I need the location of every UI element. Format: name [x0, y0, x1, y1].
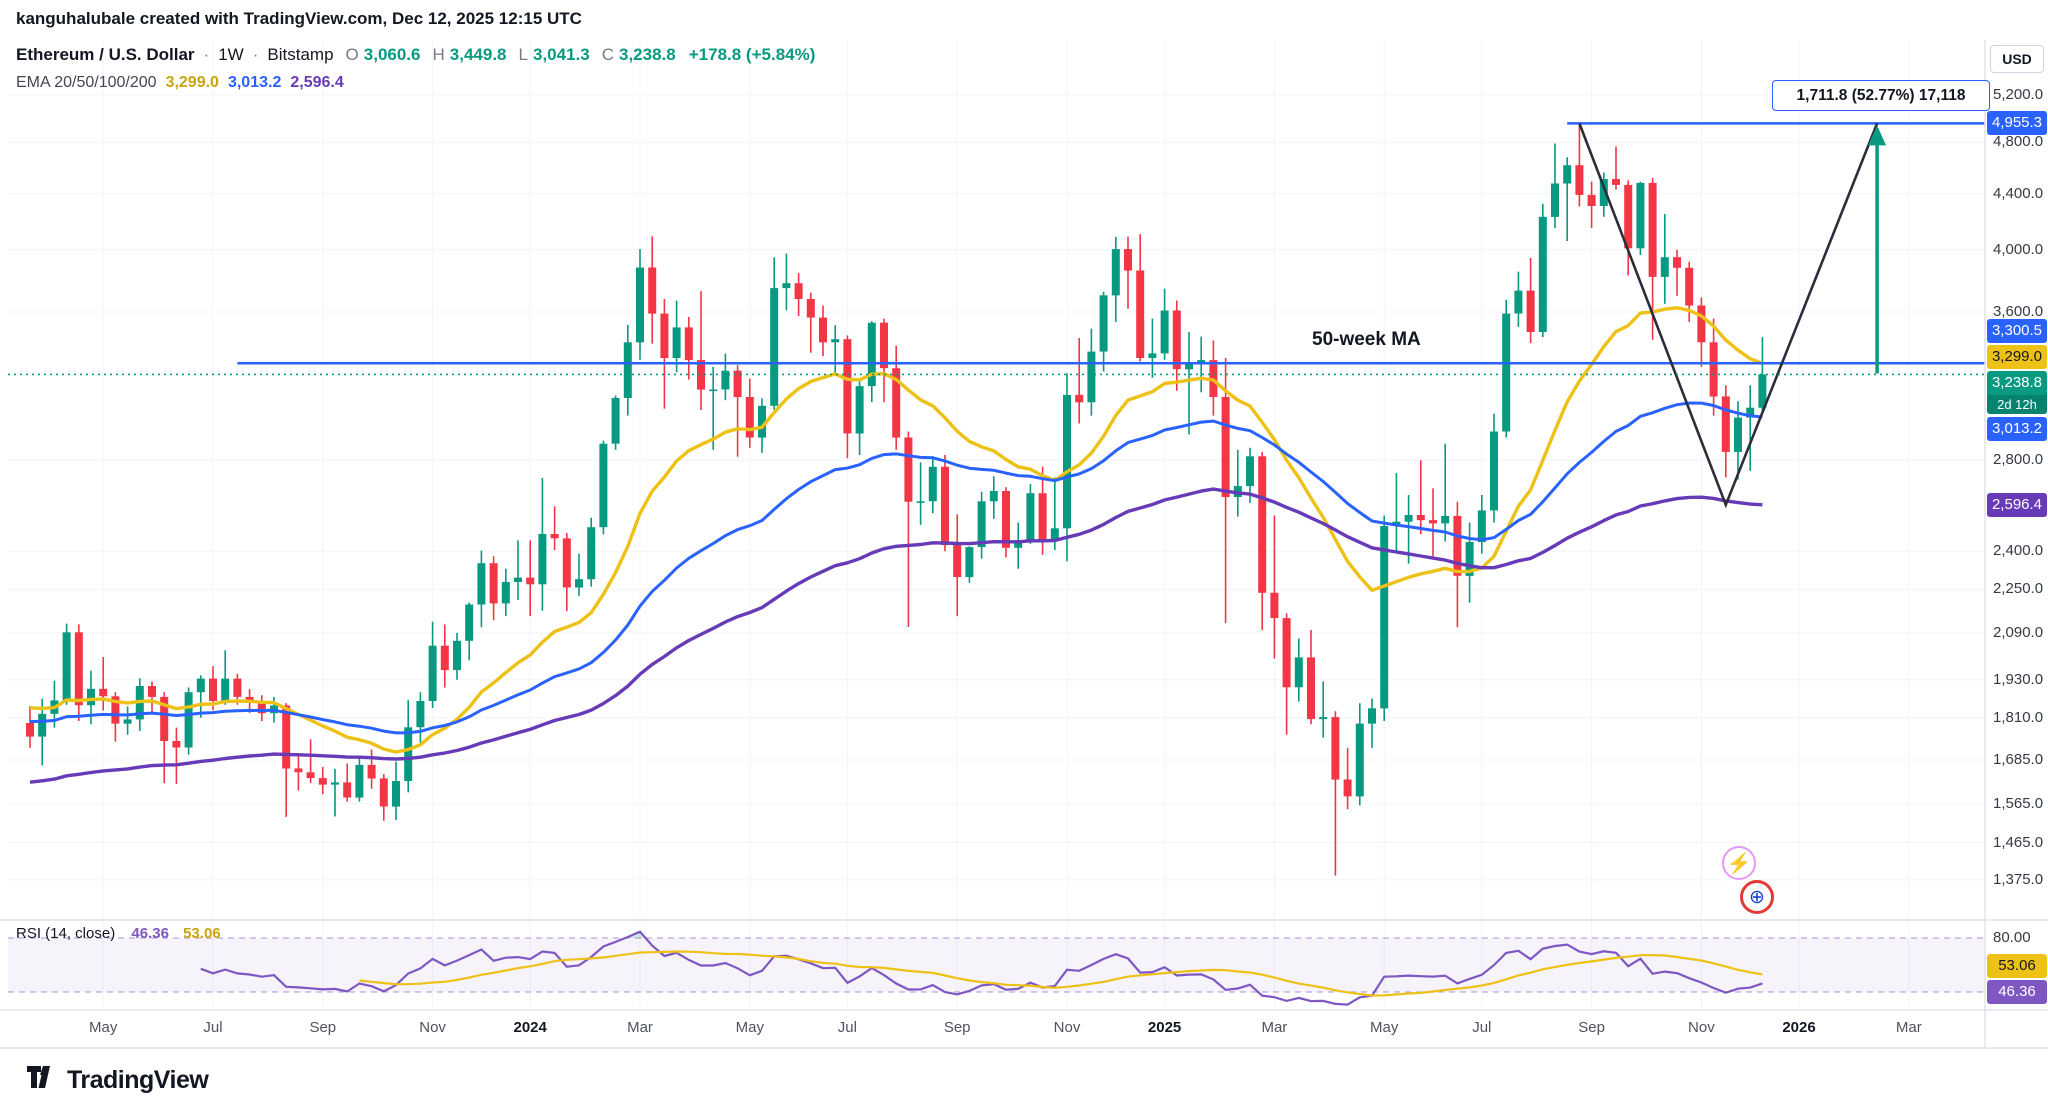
ema-indicator-row[interactable]: EMA 20/50/100/200 3,299.0 3,013.2 2,596.…	[16, 70, 815, 95]
rsi-label: RSI (14, close)	[16, 925, 116, 942]
ema-50-line[interactable]	[29, 401, 1763, 735]
ema-label: EMA 20/50/100/200	[16, 74, 157, 91]
price-tick-label: 5,200.0	[1993, 86, 2044, 103]
date-label: Mar	[1895, 1019, 1922, 1036]
separator-dot: ·	[252, 45, 259, 64]
close-label: C	[601, 45, 614, 64]
sparkle-sticker-icon: ⚡	[1722, 846, 1756, 880]
chart-legend: Ethereum / U.S. Dollar · 1W · Bitstamp O…	[16, 42, 815, 95]
trend-v-lines[interactable]	[1578, 122, 1879, 509]
time-axis[interactable]: May Jul Sep Nov 2024 Mar May Jul Sep Nov 2025 Mar Ma…	[0, 1010, 1985, 1048]
price-tick-label: 1,465.0	[1993, 833, 2044, 851]
price-tick-label: 2,250.0	[1993, 580, 2044, 598]
ema100-value: 2,596.4	[290, 74, 344, 91]
price-tick-label: 2,800.0	[1993, 451, 2044, 469]
price-badge: 3,299.0	[1987, 344, 2047, 369]
attribution-text: kanguhalubale created with TradingView.c…	[16, 9, 582, 28]
date-label: Mar	[1261, 1019, 1288, 1036]
high-value: 3,449.8	[449, 45, 507, 64]
price-tick-label: 1,810.0	[1993, 708, 2044, 726]
rsi-tick-label: 80.00	[1993, 929, 2031, 946]
change-value: +178.8 (+5.84%)	[688, 45, 816, 64]
tradingview-wordmark[interactable]: TradingView	[67, 1065, 209, 1094]
low-label: L	[518, 45, 528, 64]
date-label: Jul	[203, 1019, 223, 1036]
fifty-week-ma-label: 50-week MA	[1312, 329, 1421, 350]
date-label: Sep	[309, 1019, 337, 1036]
price-tick-label: 4,400.0	[1993, 184, 2044, 202]
date-label: May	[735, 1019, 764, 1036]
date-label: May	[89, 1019, 118, 1036]
separator-dot: ·	[203, 45, 210, 64]
date-label: Mar	[627, 1019, 653, 1036]
price-badge: 3,238.8 2d 12h	[1987, 370, 2047, 414]
interval-label[interactable]: 1W	[218, 45, 244, 64]
date-label: 2026	[1782, 1019, 1816, 1036]
open-value: 3,060.6	[363, 45, 421, 64]
attribution-bar: kanguhalubale created with TradingView.c…	[16, 9, 582, 29]
price-axis[interactable]: 5,200.0 4,800.0 4,400.0 4,000.0 3,600.0 2,800…	[1986, 0, 2048, 1048]
price-tick-label: 1,685.0	[1993, 750, 2044, 768]
low-value: 3,041.3	[532, 45, 590, 64]
grid-lines	[8, 40, 1985, 1008]
date-label: May	[1370, 1019, 1399, 1036]
candles-layer[interactable]	[26, 123, 1767, 876]
price-tick-label: 4,000.0	[1993, 240, 2044, 258]
pane-separators	[0, 40, 2048, 1049]
price-tick-label: 1,565.0	[1993, 794, 2044, 812]
date-label: Jul	[837, 1019, 857, 1036]
rsi-line[interactable]	[200, 930, 1763, 1006]
date-label: Nov	[1053, 1019, 1081, 1036]
price-badge: 53.06	[1987, 953, 2047, 978]
price-measurement-label[interactable]: 1,711.8 (52.77%) 17,118	[1772, 80, 1990, 111]
rsi-value: 46.36	[131, 925, 169, 942]
currency-toggle-button[interactable]: USD	[1990, 45, 2044, 73]
rsi-ma-line[interactable]	[359, 950, 1763, 997]
rsi-indicator-row[interactable]: RSI (14, close) 46.36 53.06	[16, 925, 221, 942]
ema50-value: 3,013.2	[227, 74, 282, 91]
symbol-row[interactable]: Ethereum / U.S. Dollar · 1W · Bitstamp O…	[16, 42, 815, 67]
rsi-ma-value: 53.06	[183, 925, 221, 942]
ema-100-line[interactable]	[29, 487, 1763, 784]
tradingview-logo-icon[interactable]	[26, 1064, 56, 1096]
price-badge: 3,300.5	[1987, 318, 2047, 343]
footer-bar: TradingView	[26, 1064, 209, 1096]
price-tick-label: 4,800.0	[1993, 133, 2044, 151]
exchange-label: Bitstamp	[267, 45, 334, 64]
price-badge: 2,596.4	[1987, 492, 2047, 517]
date-label: 2024	[513, 1019, 547, 1036]
date-label: Nov	[1688, 1019, 1715, 1036]
projection-arrowhead	[1868, 125, 1887, 146]
date-label: Sep	[1578, 1019, 1605, 1036]
price-tick-label: 3,600.0	[1993, 302, 2044, 320]
ema20-value: 3,299.0	[165, 74, 219, 91]
price-badge: 46.36	[1987, 979, 2047, 1004]
high-label: H	[432, 45, 445, 64]
globe-sticker-icon: ⊕	[1740, 880, 1774, 914]
date-label: 2025	[1147, 1019, 1182, 1036]
price-badge: 3,013.2	[1987, 416, 2047, 441]
price-tick-label: 1,375.0	[1993, 870, 2044, 888]
date-label: Sep	[943, 1019, 971, 1036]
date-label: Jul	[1472, 1019, 1492, 1036]
price-tick-label: 2,400.0	[1993, 542, 2044, 560]
close-value: 3,238.8	[619, 45, 676, 64]
date-label: Nov	[419, 1019, 446, 1036]
price-tick-label: 2,090.0	[1993, 623, 2044, 641]
ema-20-line[interactable]	[29, 306, 1764, 754]
symbol-title[interactable]: Ethereum / U.S. Dollar	[16, 45, 195, 64]
price-tick-label: 1,930.0	[1993, 670, 2044, 688]
price-badge: 4,955.3	[1987, 111, 2047, 136]
open-label: O	[345, 45, 359, 64]
